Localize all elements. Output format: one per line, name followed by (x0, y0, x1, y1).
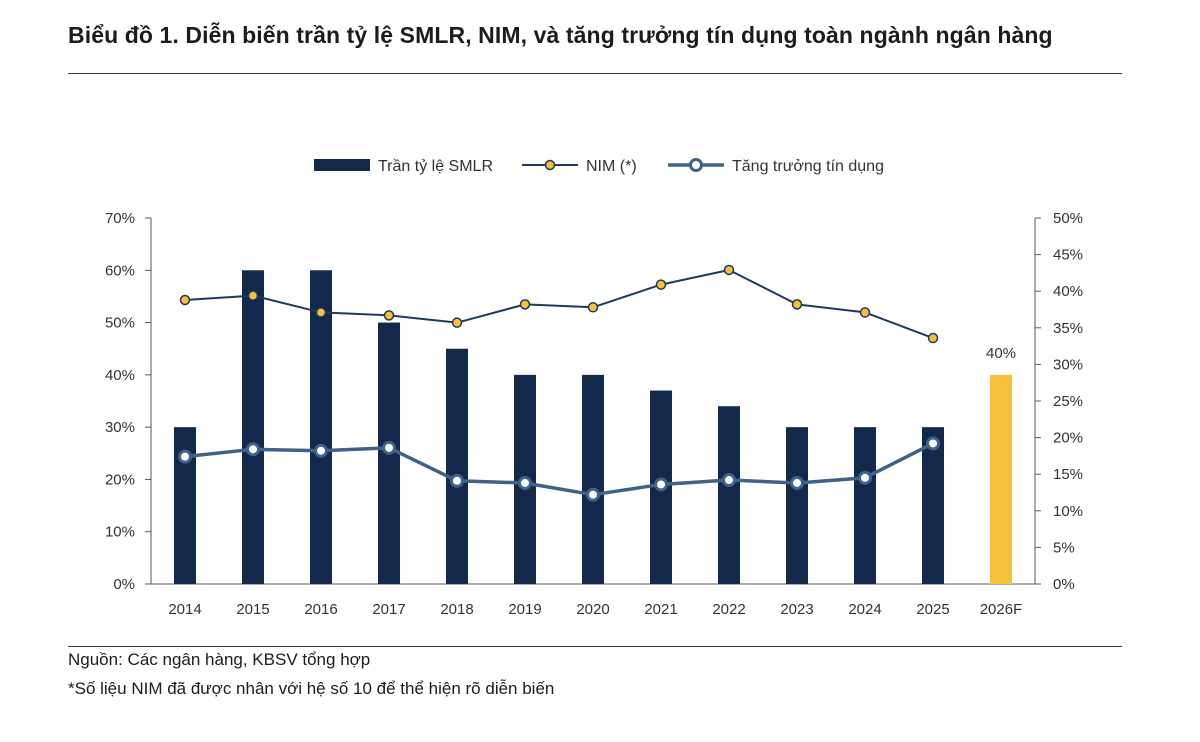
right-axis-tick-label: 25% (1053, 393, 1083, 410)
left-axis-tick-label: 10% (105, 524, 135, 541)
title-divider (68, 73, 1122, 74)
x-axis-tick-label: 2019 (508, 601, 541, 618)
right-axis-tick-label: 40% (1053, 283, 1083, 300)
nim-point (315, 307, 327, 318)
smlr-bar (854, 427, 876, 584)
x-axis-tick-label: 2022 (712, 601, 745, 618)
x-axis-tick-label: 2025 (916, 601, 949, 618)
legend-swatch-nim-marker (544, 159, 556, 171)
nim-point (451, 317, 463, 328)
smlr-bar-forecast (990, 374, 1012, 584)
right-axis-tick-label: 5% (1053, 539, 1075, 556)
legend-label-nim: NIM (*) (586, 158, 637, 175)
credit-growth-point (246, 442, 260, 457)
x-axis-tick-label: 2017 (372, 601, 405, 618)
smlr-bar (922, 427, 944, 584)
x-axis-tick-label: 2014 (168, 601, 201, 618)
x-axis-tick-label: 2023 (780, 601, 813, 618)
credit-growth-point (178, 449, 192, 464)
credit-growth-point (654, 477, 668, 492)
x-axis-tick-label: 2024 (848, 601, 881, 618)
left-axis-tick-label: 0% (113, 576, 135, 593)
right-axis-tick-label: 45% (1053, 247, 1083, 264)
left-axis-tick-label: 70% (105, 210, 135, 227)
source-note: Nguồn: Các ngân hàng, KBSV tổng hợp (68, 650, 371, 669)
right-axis-tick-label: 0% (1053, 576, 1075, 593)
smlr-bar (446, 348, 468, 584)
right-axis-tick-label: 20% (1053, 430, 1083, 447)
x-axis-tick-label: 2026F (980, 601, 1023, 618)
nim-line (184, 268, 934, 339)
credit-growth-point (314, 443, 328, 458)
right-axis-tick-label: 10% (1053, 503, 1083, 520)
x-axis-tick-label: 2015 (236, 601, 269, 618)
x-axis-tick-label: 2020 (576, 601, 609, 618)
nim-point (655, 279, 667, 290)
nim-point (927, 332, 939, 344)
chart-container: 0% 10% 20% 30% 40% 50% 60% 70% 0% 5% 10% 15% 20% 25% 3… (0, 140, 1200, 630)
left-axis-tick-label: 20% (105, 471, 135, 488)
left-axis-tick-label: 40% (105, 367, 135, 384)
credit-growth-point (586, 487, 600, 502)
credit-growth-point (722, 473, 736, 488)
legend-swatch-credit-marker (689, 158, 703, 172)
left-axis-tick-label: 30% (105, 419, 135, 436)
nim-point (519, 299, 531, 310)
credit-growth-line (184, 441, 934, 497)
legend-swatch-smlr (314, 159, 370, 171)
legend-label-credit: Tăng trưởng tín dụng (732, 158, 884, 175)
x-axis-tick-label: 2018 (440, 601, 473, 618)
smlr-bar (174, 427, 196, 584)
x-axis-tick-label: 2021 (644, 601, 677, 618)
right-axis-tick-label: 15% (1053, 466, 1083, 483)
nim-point (859, 307, 871, 318)
smlr-bar (582, 374, 604, 584)
smlr-bar (310, 270, 332, 584)
smlr-bar (786, 427, 808, 584)
nim-point (383, 310, 395, 321)
smlr-bar (242, 270, 264, 584)
credit-growth-point (858, 470, 872, 485)
left-axis-tick-label: 50% (105, 315, 135, 332)
nim-point (791, 299, 803, 310)
nim-point (179, 294, 191, 306)
bar-data-label: 40% (986, 345, 1016, 362)
credit-growth-point (790, 475, 804, 490)
x-axis-tick-label: 2016 (304, 601, 337, 618)
chart-title: Biểu đồ 1. Diễn biến trần tỷ lệ SMLR, NI… (68, 22, 1053, 48)
credit-growth-point (518, 475, 532, 490)
footer-divider (68, 646, 1122, 647)
nim-point (587, 302, 599, 313)
nim-point (247, 290, 259, 301)
credit-growth-point (382, 440, 396, 455)
left-axis-tick-label: 60% (105, 262, 135, 279)
credit-growth-point (926, 436, 940, 451)
right-axis-tick-label: 30% (1053, 356, 1083, 373)
right-axis-tick-label: 50% (1053, 210, 1083, 227)
legend-label-smlr: Trần tỷ lệ SMLR (378, 158, 493, 175)
credit-growth-point (450, 473, 464, 488)
smlr-bar (718, 406, 740, 584)
footnote: *Số liệu NIM đã được nhân với hệ số 10 đ… (68, 679, 555, 698)
right-axis-tick-label: 35% (1053, 320, 1083, 337)
nim-point (723, 264, 735, 276)
combo-chart: 0% 10% 20% 30% 40% 50% 60% 70% 0% 5% 10% 15% 20% 25% 3… (105, 158, 1083, 618)
